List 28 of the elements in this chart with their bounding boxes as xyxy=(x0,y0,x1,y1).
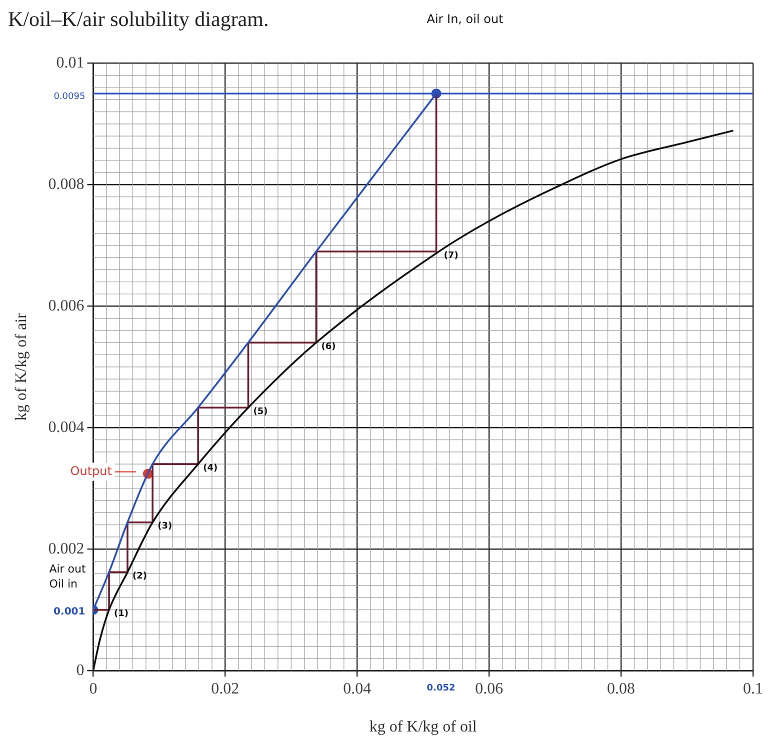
x-axis-title: kg of K/kg of oil xyxy=(369,718,478,736)
annotation: (2) xyxy=(132,572,148,582)
x-tick-label: 0 xyxy=(89,680,98,698)
annotation: (1) xyxy=(114,609,129,620)
y-tick-label: 0.01 xyxy=(56,54,84,72)
annotation: (3) xyxy=(158,522,172,532)
y-axis-title: kg of K/kg of air xyxy=(12,312,30,421)
annotation: (6) xyxy=(321,342,336,352)
annotation: (7) xyxy=(444,250,458,261)
y-tick-label: 0 xyxy=(76,662,84,679)
text: Air In, oil out xyxy=(426,12,504,26)
y-tick-label: 0.008 xyxy=(48,176,84,193)
annotation: 0.001 xyxy=(54,606,86,618)
x-tick-label: 0.08 xyxy=(607,680,636,698)
x-tick-label: 0.04 xyxy=(343,680,372,698)
text: 0.052 xyxy=(426,683,456,694)
ref-line-label: 0.0095 xyxy=(54,92,86,102)
x-tick-label: 0.06 xyxy=(475,680,504,698)
y-tick-label: 0.004 xyxy=(48,418,84,436)
x-tick-label: 0.02 xyxy=(211,680,240,698)
y-tick-label: 0.006 xyxy=(48,297,84,314)
y-tick-label: 0.002 xyxy=(48,540,84,558)
x-tick-label: 0.1 xyxy=(743,680,763,698)
annotation: (4) xyxy=(203,463,218,474)
chart-title: K/oil–K/air solubility diagram. xyxy=(8,7,269,32)
annotation: Output xyxy=(70,464,112,478)
annotation: (5) xyxy=(253,406,268,417)
annotation: Air out Oil in xyxy=(49,562,86,591)
